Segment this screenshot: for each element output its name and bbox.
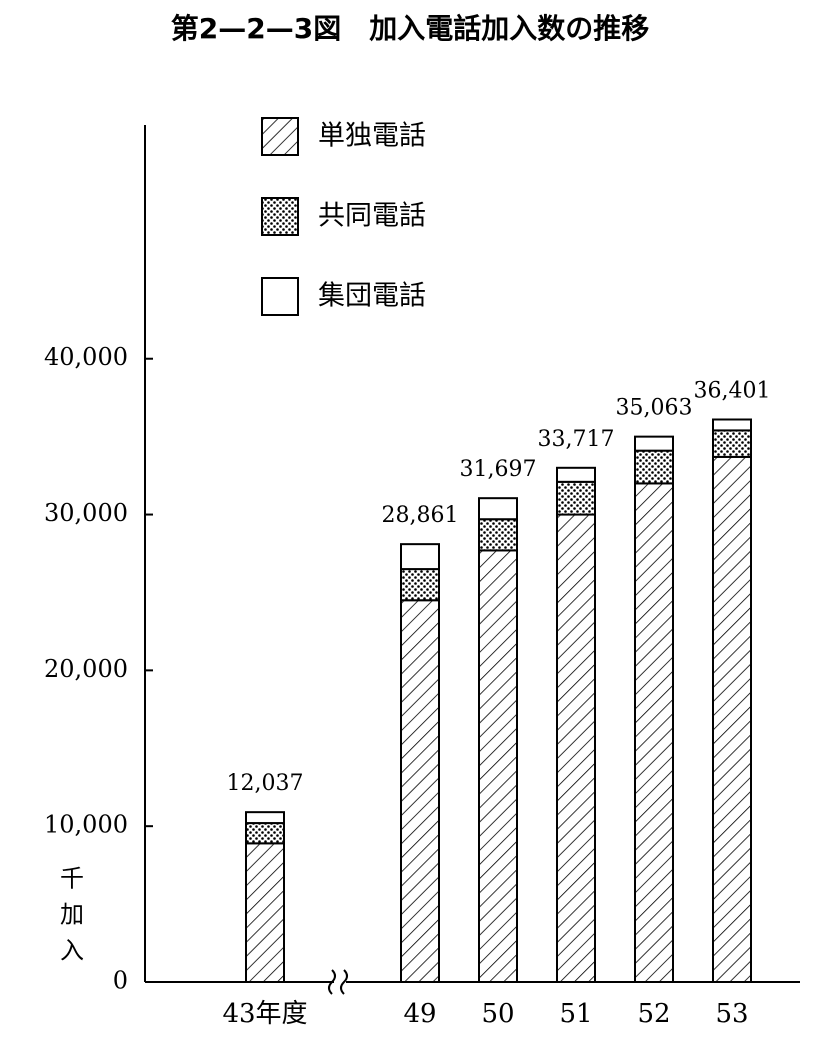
total-label: 35,063 [616, 396, 693, 421]
x-tick-label: 50 [481, 999, 514, 1029]
bar-segment [712, 455, 752, 984]
x-tick-label: 49 [403, 999, 436, 1029]
x-tick-label: 53 [715, 999, 748, 1029]
bar-segment [400, 543, 440, 571]
bar-segment [712, 418, 752, 432]
x-tick-label: 43年度 [222, 999, 307, 1029]
y-tick-label: 0 [113, 967, 128, 995]
legend-label: 集団電話 [318, 281, 426, 312]
total-label: 12,037 [227, 771, 304, 796]
axis-break [328, 969, 348, 995]
y-axis-label: 千 [60, 865, 84, 893]
bar-segment [634, 482, 674, 983]
x-tick-label: 52 [637, 999, 670, 1029]
bar-segment [245, 811, 285, 825]
bar-segment [634, 435, 674, 452]
legend-label: 単独電話 [318, 121, 426, 152]
y-axis-label: 入 [60, 937, 84, 965]
bar-segment [478, 518, 518, 552]
legend-label: 共同電話 [318, 201, 426, 232]
total-label: 31,697 [460, 457, 537, 482]
y-axis-label: 加 [60, 901, 84, 929]
total-label: 36,401 [694, 378, 771, 403]
y-tick-label: 20,000 [44, 655, 128, 683]
bar-segment [400, 568, 440, 602]
bar-segment [556, 480, 596, 516]
bar-segment [245, 822, 285, 845]
legend-swatch [261, 117, 299, 156]
bar-segment [478, 549, 518, 983]
legend-swatch [261, 277, 299, 316]
x-tick-label: 51 [559, 999, 592, 1029]
total-label: 28,861 [382, 503, 459, 528]
y-tick-label: 40,000 [44, 343, 128, 371]
bar-segment [245, 842, 285, 984]
y-tick-label: 30,000 [44, 499, 128, 527]
bar-segment [478, 497, 518, 521]
bar-segment [556, 466, 596, 483]
legend-swatch [261, 197, 299, 236]
y-tick-label: 10,000 [44, 811, 128, 839]
total-label: 33,717 [538, 427, 615, 452]
bar-segment [556, 513, 596, 984]
chart-title: 第2—2—3図 加入電話加入数の推移 [171, 12, 649, 45]
bar-segment [712, 429, 752, 458]
bar-segment [400, 599, 440, 984]
bar-segment [634, 449, 674, 485]
